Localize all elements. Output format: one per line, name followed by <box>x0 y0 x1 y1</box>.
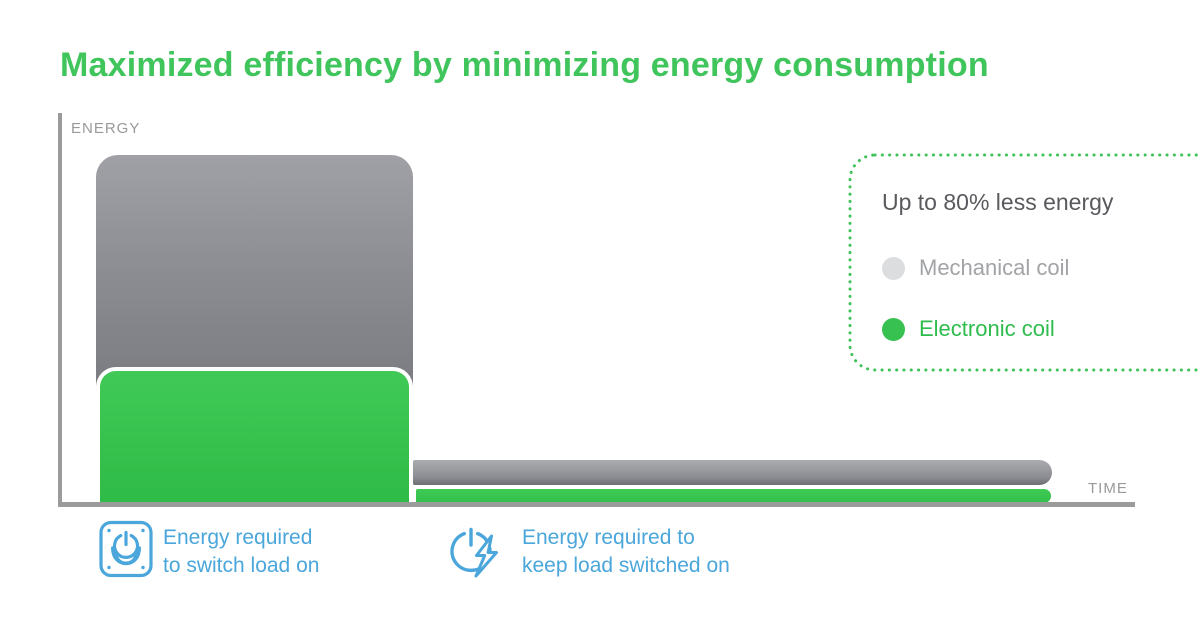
y-axis-line <box>58 113 62 507</box>
y-axis-label: ENERGY <box>71 120 141 137</box>
x-axis-label: TIME <box>1088 480 1128 497</box>
x-axis-line <box>58 502 1135 507</box>
bar-electronic-switch-on <box>96 367 413 502</box>
dotted-border <box>848 153 1200 372</box>
bar-electronic-holding <box>416 489 1051 503</box>
legend-label-electronic: Electronic coil <box>919 316 1055 341</box>
power-bolt-icon <box>450 527 498 578</box>
mechanical-coil-dot-icon <box>882 256 905 280</box>
bar-mechanical-holding <box>413 460 1052 485</box>
legend-item-electronic: Electronic coil <box>882 316 1055 342</box>
page-title: Maximized efficiency by minimizing energ… <box>60 46 989 84</box>
legend-item-mechanical: Mechanical coil <box>882 255 1069 281</box>
footer-note-switch-on: Energy required to switch load on <box>163 524 319 580</box>
electronic-coil-dot-icon <box>882 317 905 341</box>
footer-note-line: keep load switched on <box>522 554 730 577</box>
legend-callout: Up to 80% less energy Mechanical coil El… <box>848 153 1200 372</box>
footer-note-keep-on: Energy required to keep load switched on <box>522 524 730 580</box>
footer-note-line: Energy required <box>163 526 313 549</box>
legend-heading: Up to 80% less energy <box>882 189 1114 215</box>
footer-note-line: to switch load on <box>163 554 320 577</box>
legend-label-mechanical: Mechanical coil <box>919 255 1070 280</box>
push-button-icon <box>99 520 153 578</box>
footer-note-line: Energy required to <box>522 526 695 549</box>
